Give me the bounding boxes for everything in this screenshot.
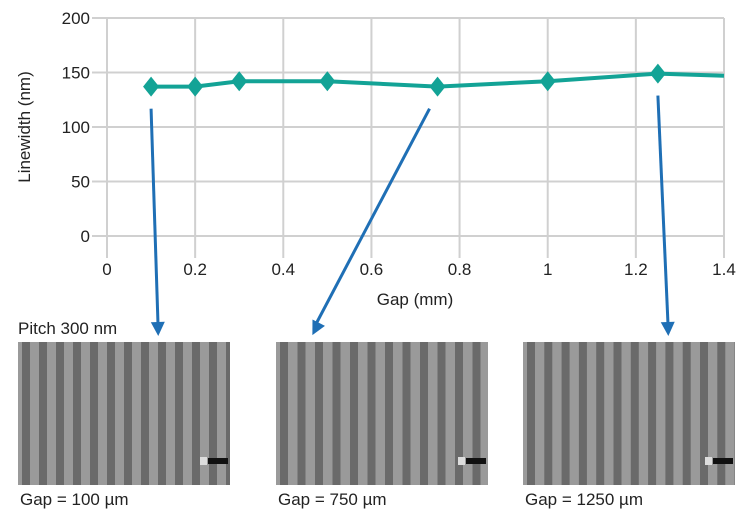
sem-line-stripe <box>402 342 411 485</box>
image-caption: Gap = 750 µm <box>278 490 387 509</box>
sem-line-stripe <box>192 342 200 485</box>
sem-line-stripe <box>73 342 81 485</box>
sem-line-stripe <box>385 342 393 485</box>
x-axis-label: Gap (mm) <box>377 290 454 309</box>
sem-line-stripe <box>209 342 217 485</box>
sem-line-stripe <box>280 342 288 485</box>
sem-line-stripe <box>22 342 30 485</box>
sem-line-stripe <box>544 342 553 485</box>
data-point <box>231 71 248 92</box>
scale-bar-marker <box>200 457 207 465</box>
sem-line-stripe <box>56 342 64 485</box>
sem-line-stripe <box>141 342 149 485</box>
x-tick-label: 1 <box>543 260 552 279</box>
x-tick-label: 0.4 <box>271 260 295 279</box>
scale-bar <box>713 458 733 464</box>
sem-line-stripe <box>700 342 708 485</box>
sem-line-stripe <box>175 342 183 485</box>
pointer-arrow <box>314 107 431 325</box>
image-caption: Gap = 1250 µm <box>525 490 643 509</box>
x-tick-label: 0.6 <box>360 260 384 279</box>
sem-line-stripe <box>367 342 376 485</box>
arrow-head-icon <box>312 319 325 336</box>
sem-line-stripe <box>124 342 132 485</box>
sem-line-stripe <box>107 342 115 485</box>
data-point <box>649 63 666 84</box>
scale-bar <box>208 458 228 464</box>
sem-line-stripe <box>39 342 47 485</box>
sem-line-stripe <box>578 342 587 485</box>
sem-line-stripe <box>472 342 481 485</box>
sem-line-stripe <box>226 342 230 485</box>
x-tick-label: 0 <box>102 260 111 279</box>
sem-line-stripe <box>332 342 341 485</box>
sem-line-stripe <box>455 342 463 485</box>
sem-line-stripe <box>613 342 622 485</box>
x-tick-label: 0.8 <box>448 260 472 279</box>
arrow-head-icon <box>150 321 165 336</box>
sem-image <box>276 342 488 485</box>
y-tick-label: 0 <box>81 227 90 246</box>
sem-line-stripe <box>561 342 570 485</box>
scale-bar-marker <box>705 457 712 465</box>
sem-line-stripe <box>665 342 674 485</box>
sem-line-stripe <box>420 342 428 485</box>
y-tick-label: 200 <box>62 9 90 28</box>
data-point <box>143 76 160 97</box>
arrow-head-icon <box>660 321 675 336</box>
y-axis-label: Linewidth (nm) <box>15 71 34 183</box>
sem-line-stripe <box>297 342 306 485</box>
y-tick-label: 100 <box>62 118 90 137</box>
sem-line-stripe <box>350 342 358 485</box>
pitch-label: Pitch 300 nm <box>18 319 117 338</box>
y-tick-label: 50 <box>71 173 90 192</box>
sem-line-stripe <box>717 342 726 485</box>
sem-line-stripe <box>437 342 446 485</box>
sem-line-stripe <box>630 342 639 485</box>
x-tick-label: 1.2 <box>624 260 648 279</box>
sem-image <box>523 342 735 485</box>
sem-line-stripe <box>527 342 535 485</box>
sem-line-stripe <box>158 342 166 485</box>
data-point <box>187 76 204 97</box>
sem-line-stripe <box>648 342 657 485</box>
series-line <box>151 71 725 89</box>
y-tick-label: 150 <box>62 64 90 83</box>
x-tick-label: 1.4 <box>712 260 736 279</box>
scale-bar-marker <box>458 457 465 465</box>
pointer-arrow <box>656 95 670 325</box>
data-point <box>319 71 336 92</box>
sem-line-stripe <box>315 342 323 485</box>
data-point <box>429 76 446 97</box>
image-caption: Gap = 100 µm <box>20 490 129 509</box>
scale-bar <box>466 458 486 464</box>
sem-line-stripe <box>90 342 98 485</box>
pointer-arrow <box>149 108 160 325</box>
sem-line-stripe <box>596 342 605 485</box>
data-point <box>539 71 556 92</box>
x-tick-label: 0.2 <box>183 260 207 279</box>
sem-line-stripe <box>682 342 691 485</box>
